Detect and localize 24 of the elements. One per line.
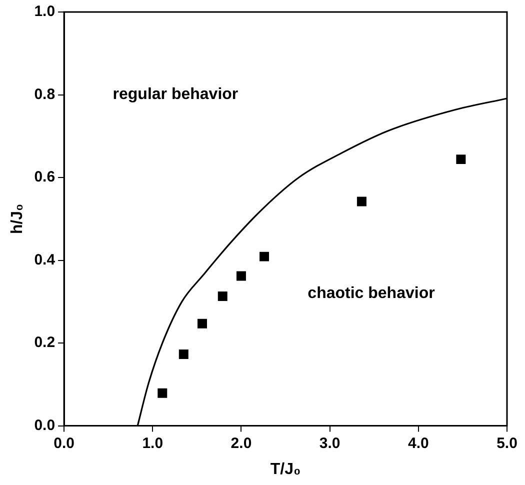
- y-tick-label: 0.0: [34, 416, 56, 434]
- y-tick-label: 0.6: [34, 168, 56, 186]
- point: [236, 271, 246, 281]
- x-tick-label: 4.0: [408, 434, 429, 452]
- y-tick-label: 0.4: [34, 251, 56, 268]
- point: [198, 318, 207, 328]
- x-tick-label: 5.0: [496, 434, 518, 452]
- point: [158, 388, 168, 398]
- y-axis-title: h/J₀: [9, 204, 26, 234]
- point: [456, 154, 466, 164]
- y-tick-label: 1.0: [34, 3, 56, 20]
- y-tick-label: 0.2: [34, 334, 56, 352]
- point: [218, 292, 228, 302]
- x-axis-title: T/J₀: [270, 460, 301, 478]
- point: [356, 196, 366, 206]
- y-tick-label: 0.8: [34, 86, 56, 103]
- point: [260, 252, 270, 262]
- annotation: regular behavior: [112, 86, 238, 104]
- x-tick-label: 2.0: [230, 434, 252, 452]
- x-tick-label: 0.0: [54, 434, 74, 452]
- x-tick-label: 1.0: [142, 434, 164, 452]
- annotation: chaotic behavior: [308, 284, 435, 302]
- x-tick-label: 3.0: [319, 434, 340, 452]
- point: [178, 349, 188, 359]
